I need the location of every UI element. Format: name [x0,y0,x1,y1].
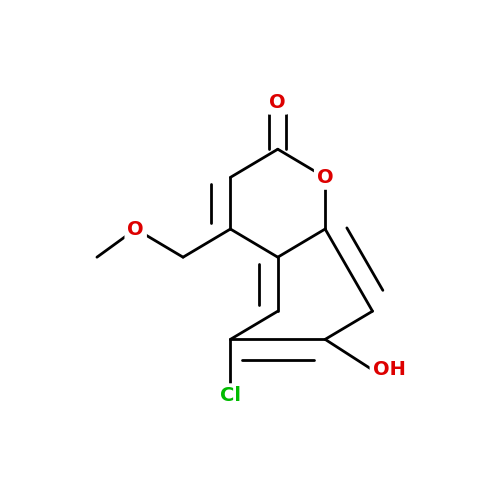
Text: O: O [270,93,286,112]
Text: O: O [317,168,334,187]
Text: Cl: Cl [220,386,241,405]
Text: OH: OH [372,360,406,380]
Text: O: O [128,220,144,238]
